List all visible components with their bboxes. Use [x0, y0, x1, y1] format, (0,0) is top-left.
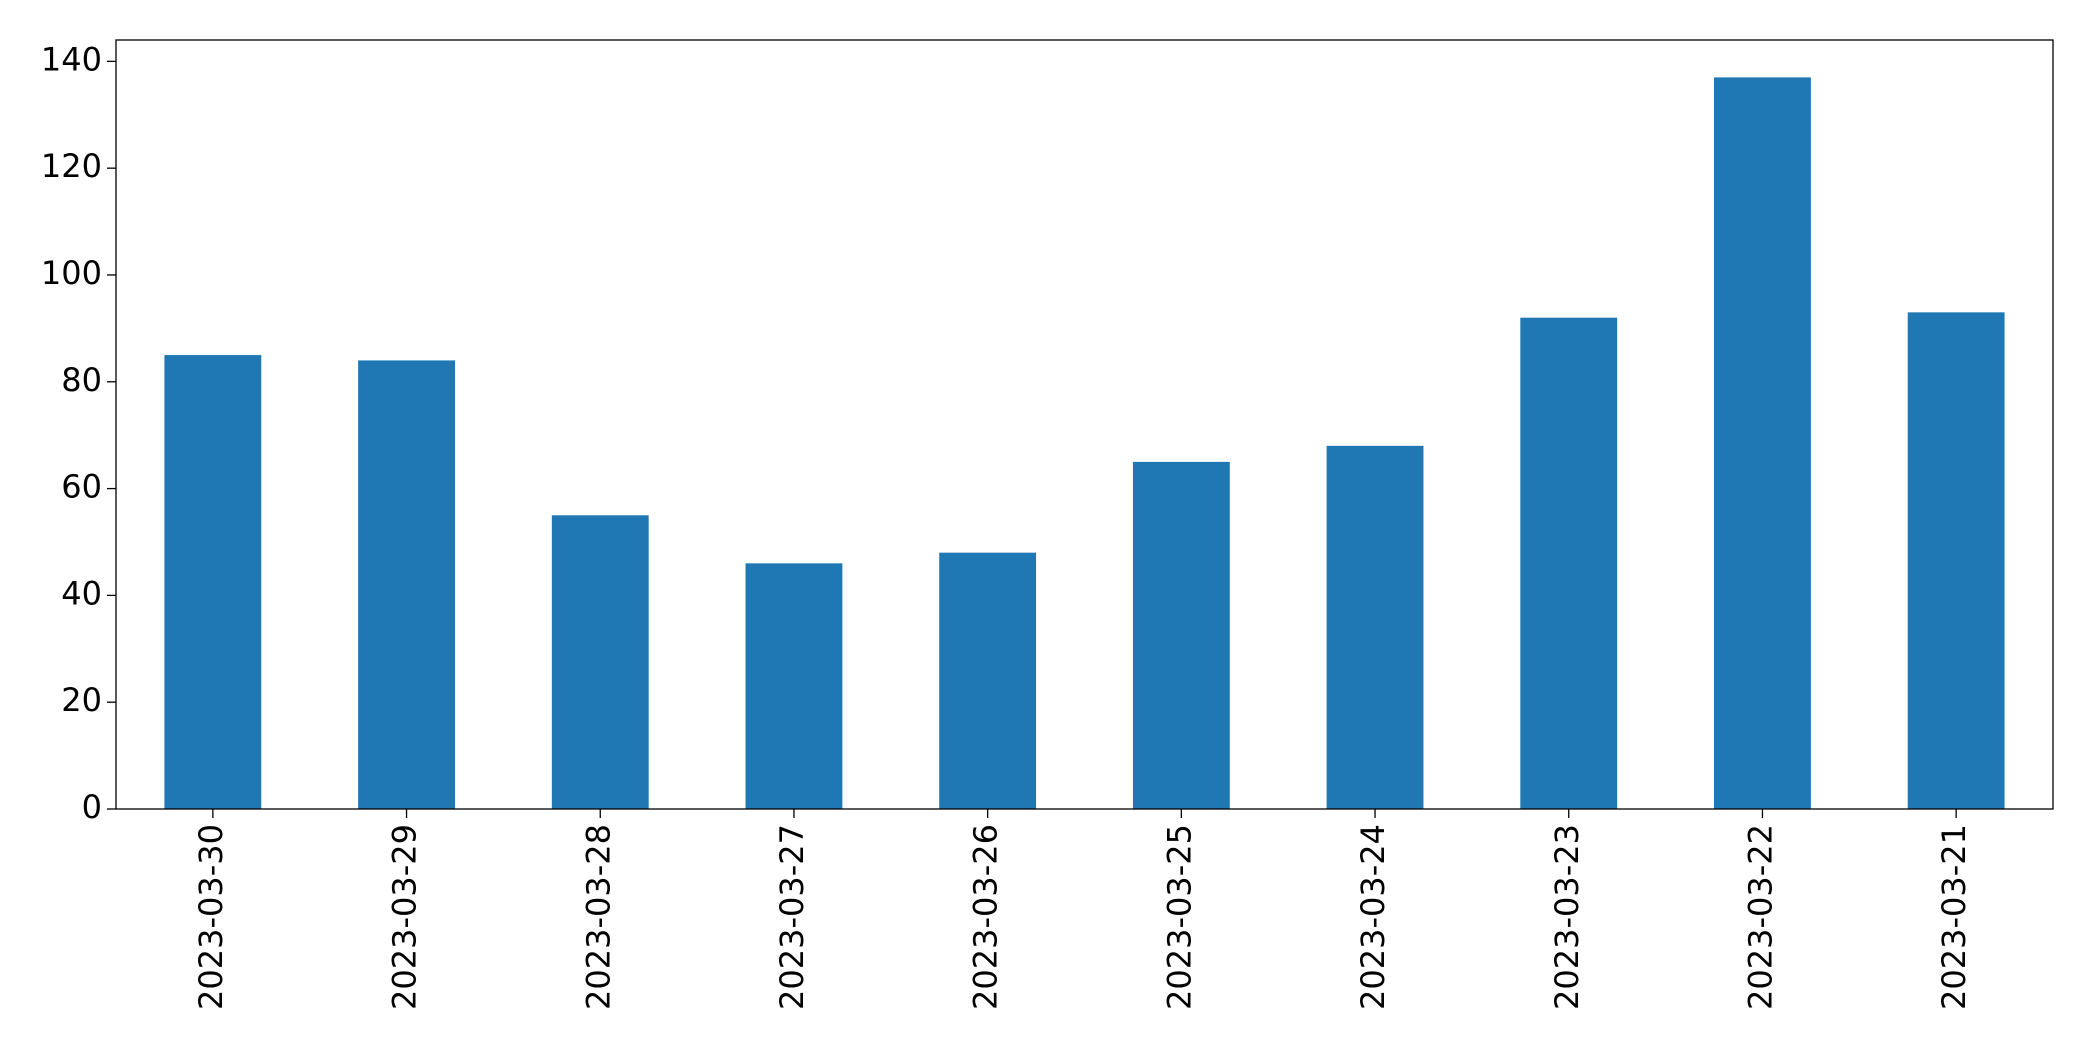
x-tick-label: 2023-03-26 — [967, 824, 1005, 1010]
bar — [1326, 445, 1424, 809]
x-tick-label: 2023-03-28 — [579, 824, 617, 1010]
plot-frame — [115, 39, 2054, 810]
x-tick-label: 2023-03-23 — [1548, 824, 1586, 1010]
y-tick-label: 140 — [41, 40, 102, 78]
bar — [164, 355, 262, 809]
y-tick-label: 20 — [61, 681, 102, 719]
x-tick-label: 2023-03-21 — [1935, 824, 1973, 1010]
bar — [551, 515, 649, 809]
y-tick-label: 40 — [61, 574, 102, 612]
x-tick-label: 2023-03-22 — [1741, 824, 1779, 1010]
y-tick-label: 0 — [82, 788, 102, 826]
bar — [358, 360, 455, 809]
y-tick-label: 80 — [61, 361, 102, 399]
x-tick-label: 2023-03-29 — [386, 824, 424, 1010]
x-tick-label: 2023-03-30 — [192, 824, 230, 1010]
x-tick-label: 2023-03-24 — [1354, 824, 1392, 1010]
bar — [1520, 317, 1618, 809]
x-tick-label: 2023-03-27 — [773, 824, 811, 1010]
bar — [745, 563, 843, 809]
y-tick-label: 100 — [41, 254, 102, 292]
y-tick-label: 120 — [41, 147, 102, 185]
bar — [1714, 77, 1811, 809]
bar — [1907, 312, 2005, 809]
y-tick-label: 60 — [61, 468, 102, 506]
x-tick-label: 2023-03-25 — [1160, 824, 1198, 1010]
bar — [1132, 461, 1230, 809]
bar — [939, 552, 1037, 809]
